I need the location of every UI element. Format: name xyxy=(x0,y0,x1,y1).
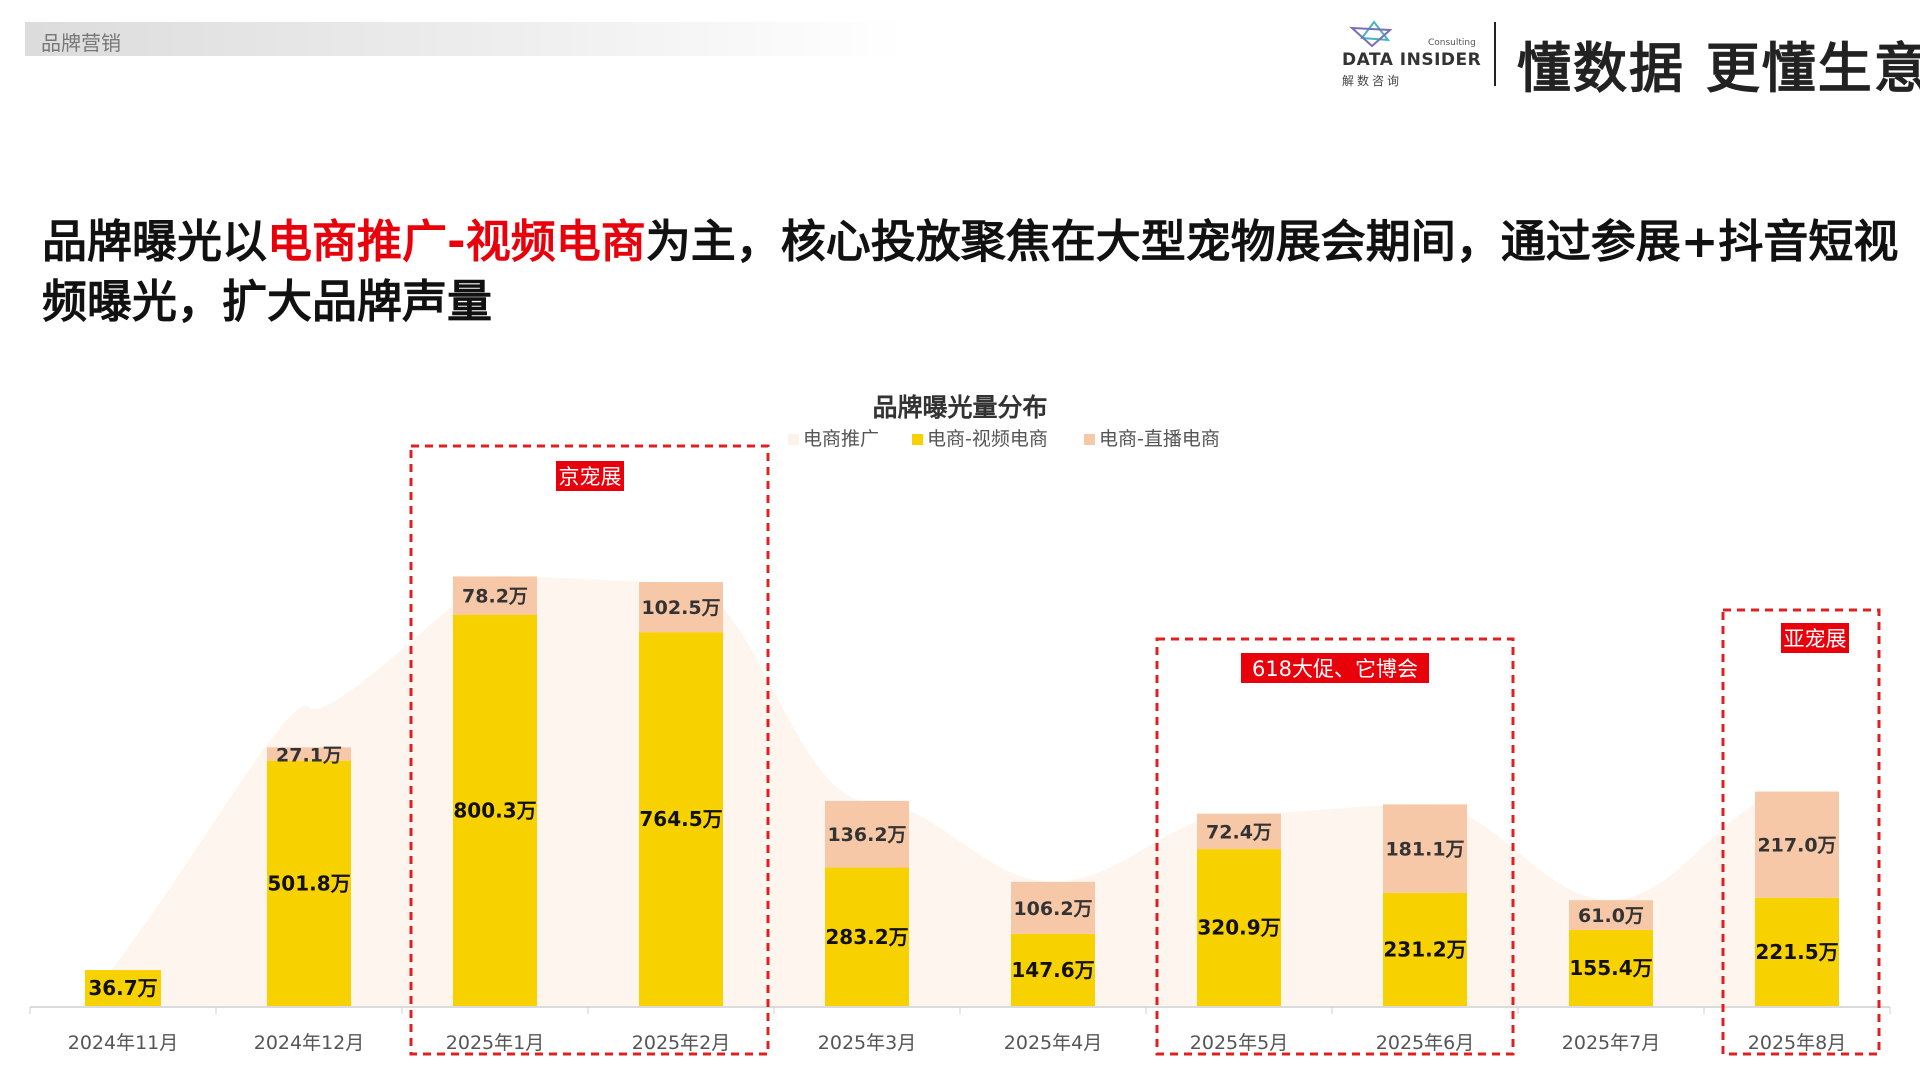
data-label-video: 800.3万 xyxy=(453,798,536,822)
data-label-video: 155.4万 xyxy=(1569,956,1652,980)
bar-live-ecommerce xyxy=(639,582,723,633)
bar-live-ecommerce xyxy=(267,747,351,761)
section-label: 品牌营销 xyxy=(41,31,121,55)
data-label-live: 78.2万 xyxy=(462,586,528,608)
slogan: 懂数据 更懂生意 xyxy=(1517,37,1920,100)
bar-video-ecommerce xyxy=(267,760,351,1006)
annotation-box xyxy=(409,444,770,1056)
data-label-video: 147.6万 xyxy=(1011,958,1094,982)
bar-video-ecommerce xyxy=(1011,933,1095,1006)
x-tick-label: 2024年12月 xyxy=(254,1032,365,1054)
x-tick-label: 2025年4月 xyxy=(1004,1032,1102,1054)
headline-highlight: 电商推广-视频电商 xyxy=(267,215,646,268)
data-label-video: 501.8万 xyxy=(267,871,350,895)
section-bar: 品牌营销 xyxy=(25,22,905,56)
data-label-video: 221.5万 xyxy=(1755,940,1838,964)
x-tick-label: 2025年6月 xyxy=(1376,1032,1474,1054)
x-tick-label: 2025年5月 xyxy=(1190,1032,1288,1054)
data-label-video: 764.5万 xyxy=(639,807,722,831)
logo-cn: 解数咨询 xyxy=(1342,74,1403,88)
x-tick-label: 2025年3月 xyxy=(818,1032,916,1054)
annotation-box xyxy=(1155,637,1515,1056)
bar-live-ecommerce xyxy=(1755,791,1839,898)
bar-live-ecommerce xyxy=(825,800,909,868)
headline-part2: 为主，核心投放聚焦在大型宠物展会期间，通过参展+抖音短视频曝光，扩大品牌声量 xyxy=(42,215,1899,328)
brand-header: Consulting DATA INSIDER 解数咨询 懂数据 更懂生意 xyxy=(1342,10,1920,100)
data-label-live: 181.1万 xyxy=(1385,839,1464,861)
x-tick-label: 2024年11月 xyxy=(68,1032,179,1054)
data-label-live: 27.1万 xyxy=(276,744,342,766)
legend-label-0: 电商推广 xyxy=(803,428,879,450)
bar-live-ecommerce xyxy=(1197,813,1281,850)
bar-live-ecommerce xyxy=(1383,804,1467,893)
legend-swatch-2 xyxy=(1084,434,1095,445)
data-label-live: 61.0万 xyxy=(1578,905,1644,927)
logo-text: DATA INSIDER xyxy=(1342,50,1482,70)
data-label-live: 106.2万 xyxy=(1013,898,1092,920)
bar-live-ecommerce xyxy=(453,576,537,615)
annotation-label: 618大促、它博会 xyxy=(1252,657,1418,681)
bar-video-ecommerce xyxy=(1197,849,1281,1006)
data-label-live: 102.5万 xyxy=(641,597,720,619)
bar-video-ecommerce xyxy=(1755,897,1839,1006)
bar-live-ecommerce xyxy=(1569,900,1653,931)
annotation-label-bg xyxy=(1241,653,1429,683)
legend-swatch-1 xyxy=(912,434,923,445)
brand-divider xyxy=(1494,22,1496,86)
x-tick-label: 2025年2月 xyxy=(632,1032,730,1054)
x-tick-label: 2025年1月 xyxy=(446,1032,544,1054)
annotation-label-bg xyxy=(556,461,624,491)
headline-part1: 品牌曝光以 xyxy=(42,215,268,268)
data-label-video: 231.2万 xyxy=(1383,937,1466,961)
legend-label-1: 电商-视频电商 xyxy=(927,428,1048,450)
bar-video-ecommerce xyxy=(639,632,723,1006)
chart-title: 品牌曝光量分布 xyxy=(872,393,1047,422)
annotation-label-bg xyxy=(1781,623,1849,653)
data-label-live: 72.4万 xyxy=(1206,821,1272,843)
data-insider-logo-icon xyxy=(1349,20,1393,48)
data-label-video: 283.2万 xyxy=(825,925,908,949)
annotation-box xyxy=(1721,608,1881,1056)
logo-consulting: Consulting xyxy=(1428,38,1476,48)
legend-label-2: 电商-直播电商 xyxy=(1099,428,1220,450)
x-tick-label: 2025年8月 xyxy=(1748,1032,1846,1054)
legend-swatch-0 xyxy=(788,434,799,445)
bar-video-ecommerce xyxy=(825,867,909,1006)
data-label-video: 36.7万 xyxy=(88,976,157,1000)
bar-video-ecommerce xyxy=(1569,930,1653,1006)
data-label-live: 136.2万 xyxy=(827,824,906,846)
bar-video-ecommerce xyxy=(85,970,161,1006)
annotation-label: 京宠展 xyxy=(559,465,622,489)
bar-live-ecommerce xyxy=(1011,881,1095,934)
data-label-video: 320.9万 xyxy=(1197,916,1280,940)
headline: 品牌曝光以电商推广-视频电商为主，核心投放聚焦在大型宠物展会期间，通过参展+抖音… xyxy=(42,212,1902,332)
bar-video-ecommerce xyxy=(1383,892,1467,1006)
data-label-live: 217.0万 xyxy=(1757,835,1836,857)
x-tick-label: 2025年7月 xyxy=(1562,1032,1660,1054)
annotation-label: 亚宠展 xyxy=(1784,627,1847,651)
bar-video-ecommerce xyxy=(453,614,537,1006)
